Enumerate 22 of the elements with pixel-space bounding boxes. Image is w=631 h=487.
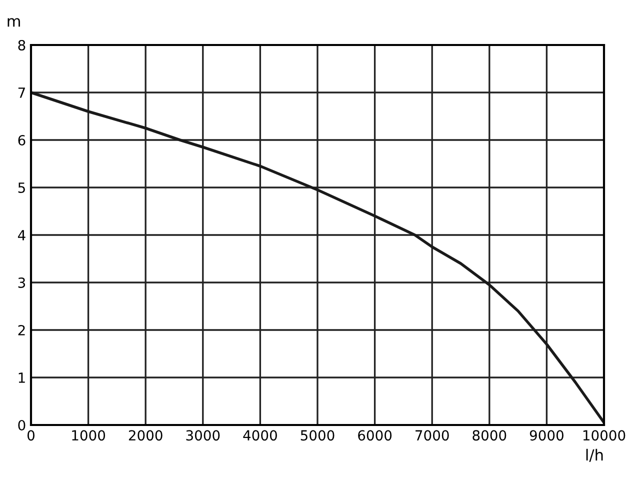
x-tick-label: 4000 bbox=[243, 430, 277, 441]
y-axis-title: m bbox=[8, 18, 20, 27]
y-tick-label: 2 bbox=[18, 324, 25, 336]
x-tick-label: 5000 bbox=[300, 430, 334, 441]
y-tick-label: 5 bbox=[18, 182, 25, 193]
x-tick-label: 9000 bbox=[530, 430, 564, 441]
x-axis-title: l/h bbox=[586, 448, 603, 462]
y-tick-label: 7 bbox=[18, 88, 25, 98]
x-tick-label: 1000 bbox=[72, 430, 106, 441]
y-tick-label: 1 bbox=[18, 372, 25, 383]
x-tick-label: 3000 bbox=[186, 430, 220, 441]
x-tick-label: 8000 bbox=[472, 430, 506, 441]
x-tick-label: 7000 bbox=[416, 430, 449, 441]
x-tick-label: 2000 bbox=[128, 430, 162, 441]
x-tick-label: 10000 bbox=[583, 430, 626, 441]
y-tick-label: 3 bbox=[18, 277, 26, 288]
x-tick-label: 6000 bbox=[358, 430, 392, 441]
y-tick-label: 8 bbox=[18, 40, 26, 50]
x-tick-label: 0 bbox=[27, 430, 34, 441]
y-tick-label: 0 bbox=[18, 420, 26, 430]
y-tick-label: 4 bbox=[18, 230, 26, 240]
y-tick-label: 6 bbox=[18, 134, 26, 146]
